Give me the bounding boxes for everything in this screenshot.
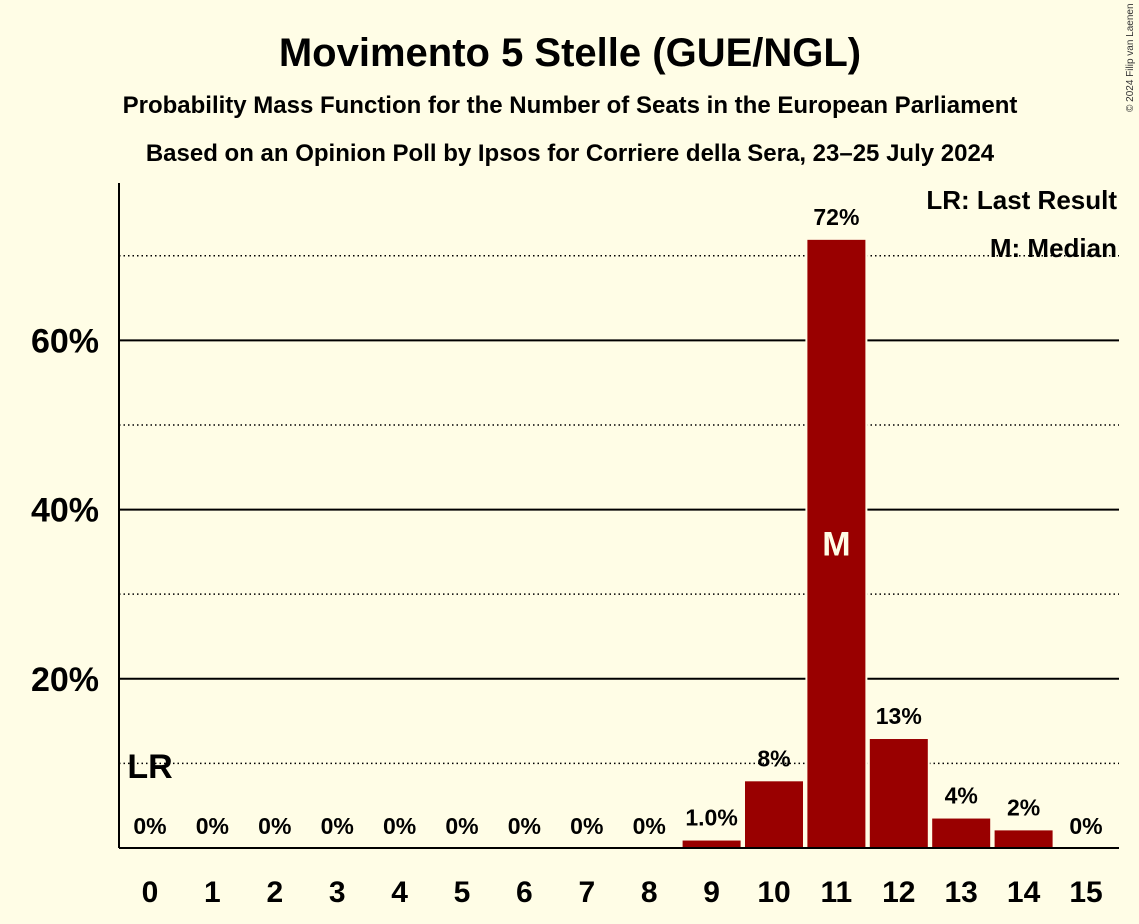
bar-label-1: 0%: [196, 813, 229, 839]
bar-label-2: 0%: [258, 813, 291, 839]
bar-label-4: 0%: [383, 813, 416, 839]
chart-title: Movimento 5 Stelle (GUE/NGL): [279, 31, 861, 75]
x-tick-label-7: 7: [578, 876, 595, 909]
legend-median: M: Median: [990, 233, 1117, 263]
bar-10: [743, 779, 805, 850]
x-tick-label-4: 4: [391, 876, 408, 909]
x-tick-label-9: 9: [703, 876, 720, 909]
bar-label-6: 0%: [508, 813, 541, 839]
bar-label-0: 0%: [133, 813, 166, 839]
x-tick-label-0: 0: [142, 876, 159, 909]
bar-label-7: 0%: [570, 813, 603, 839]
y-tick-label-60: 60%: [31, 322, 99, 360]
y-tick-label-20: 20%: [31, 661, 99, 699]
x-tick-label-5: 5: [454, 876, 471, 909]
bar-label-13: 4%: [945, 783, 978, 809]
plot-area: 20%40%60%0%00%10%20%30%40%50%60%70%81.0%…: [31, 183, 1119, 909]
x-tick-label-11: 11: [821, 876, 853, 909]
bar-label-3: 0%: [321, 813, 354, 839]
x-tick-label-13: 13: [945, 876, 978, 909]
x-tick-label-12: 12: [882, 876, 915, 909]
x-tick-label-14: 14: [1007, 876, 1041, 909]
copyright-text: © 2024 Filip van Laenen: [1125, 3, 1136, 112]
bar-label-9: 1.0%: [685, 805, 737, 831]
last-result-marker: LR: [127, 748, 172, 786]
x-tick-label-1: 1: [204, 876, 221, 909]
legend-last-result: LR: Last Result: [926, 185, 1117, 215]
y-tick-label-40: 40%: [31, 492, 99, 530]
x-tick-label-8: 8: [641, 876, 658, 909]
bar-12: [867, 737, 930, 849]
median-marker: M: [822, 525, 850, 563]
x-tick-label-6: 6: [516, 876, 533, 909]
bar-9: [680, 838, 743, 849]
x-tick-label-10: 10: [757, 876, 790, 909]
bar-label-10: 8%: [757, 745, 790, 771]
bar-label-11: 72%: [813, 204, 859, 230]
x-tick-label-2: 2: [266, 876, 283, 909]
bar-13: [930, 816, 993, 850]
x-tick-label-15: 15: [1069, 876, 1102, 909]
bar-label-14: 2%: [1007, 794, 1040, 820]
bar-14: [992, 828, 1055, 850]
x-tick-label-3: 3: [329, 876, 346, 909]
bar-label-15: 0%: [1069, 813, 1102, 839]
bar-label-5: 0%: [445, 813, 478, 839]
bar-label-8: 0%: [633, 813, 666, 839]
bar-label-12: 13%: [876, 703, 922, 729]
chart-subtitle: Probability Mass Function for the Number…: [123, 92, 1018, 119]
chart-subtitle-source: Based on an Opinion Poll by Ipsos for Co…: [146, 140, 995, 167]
